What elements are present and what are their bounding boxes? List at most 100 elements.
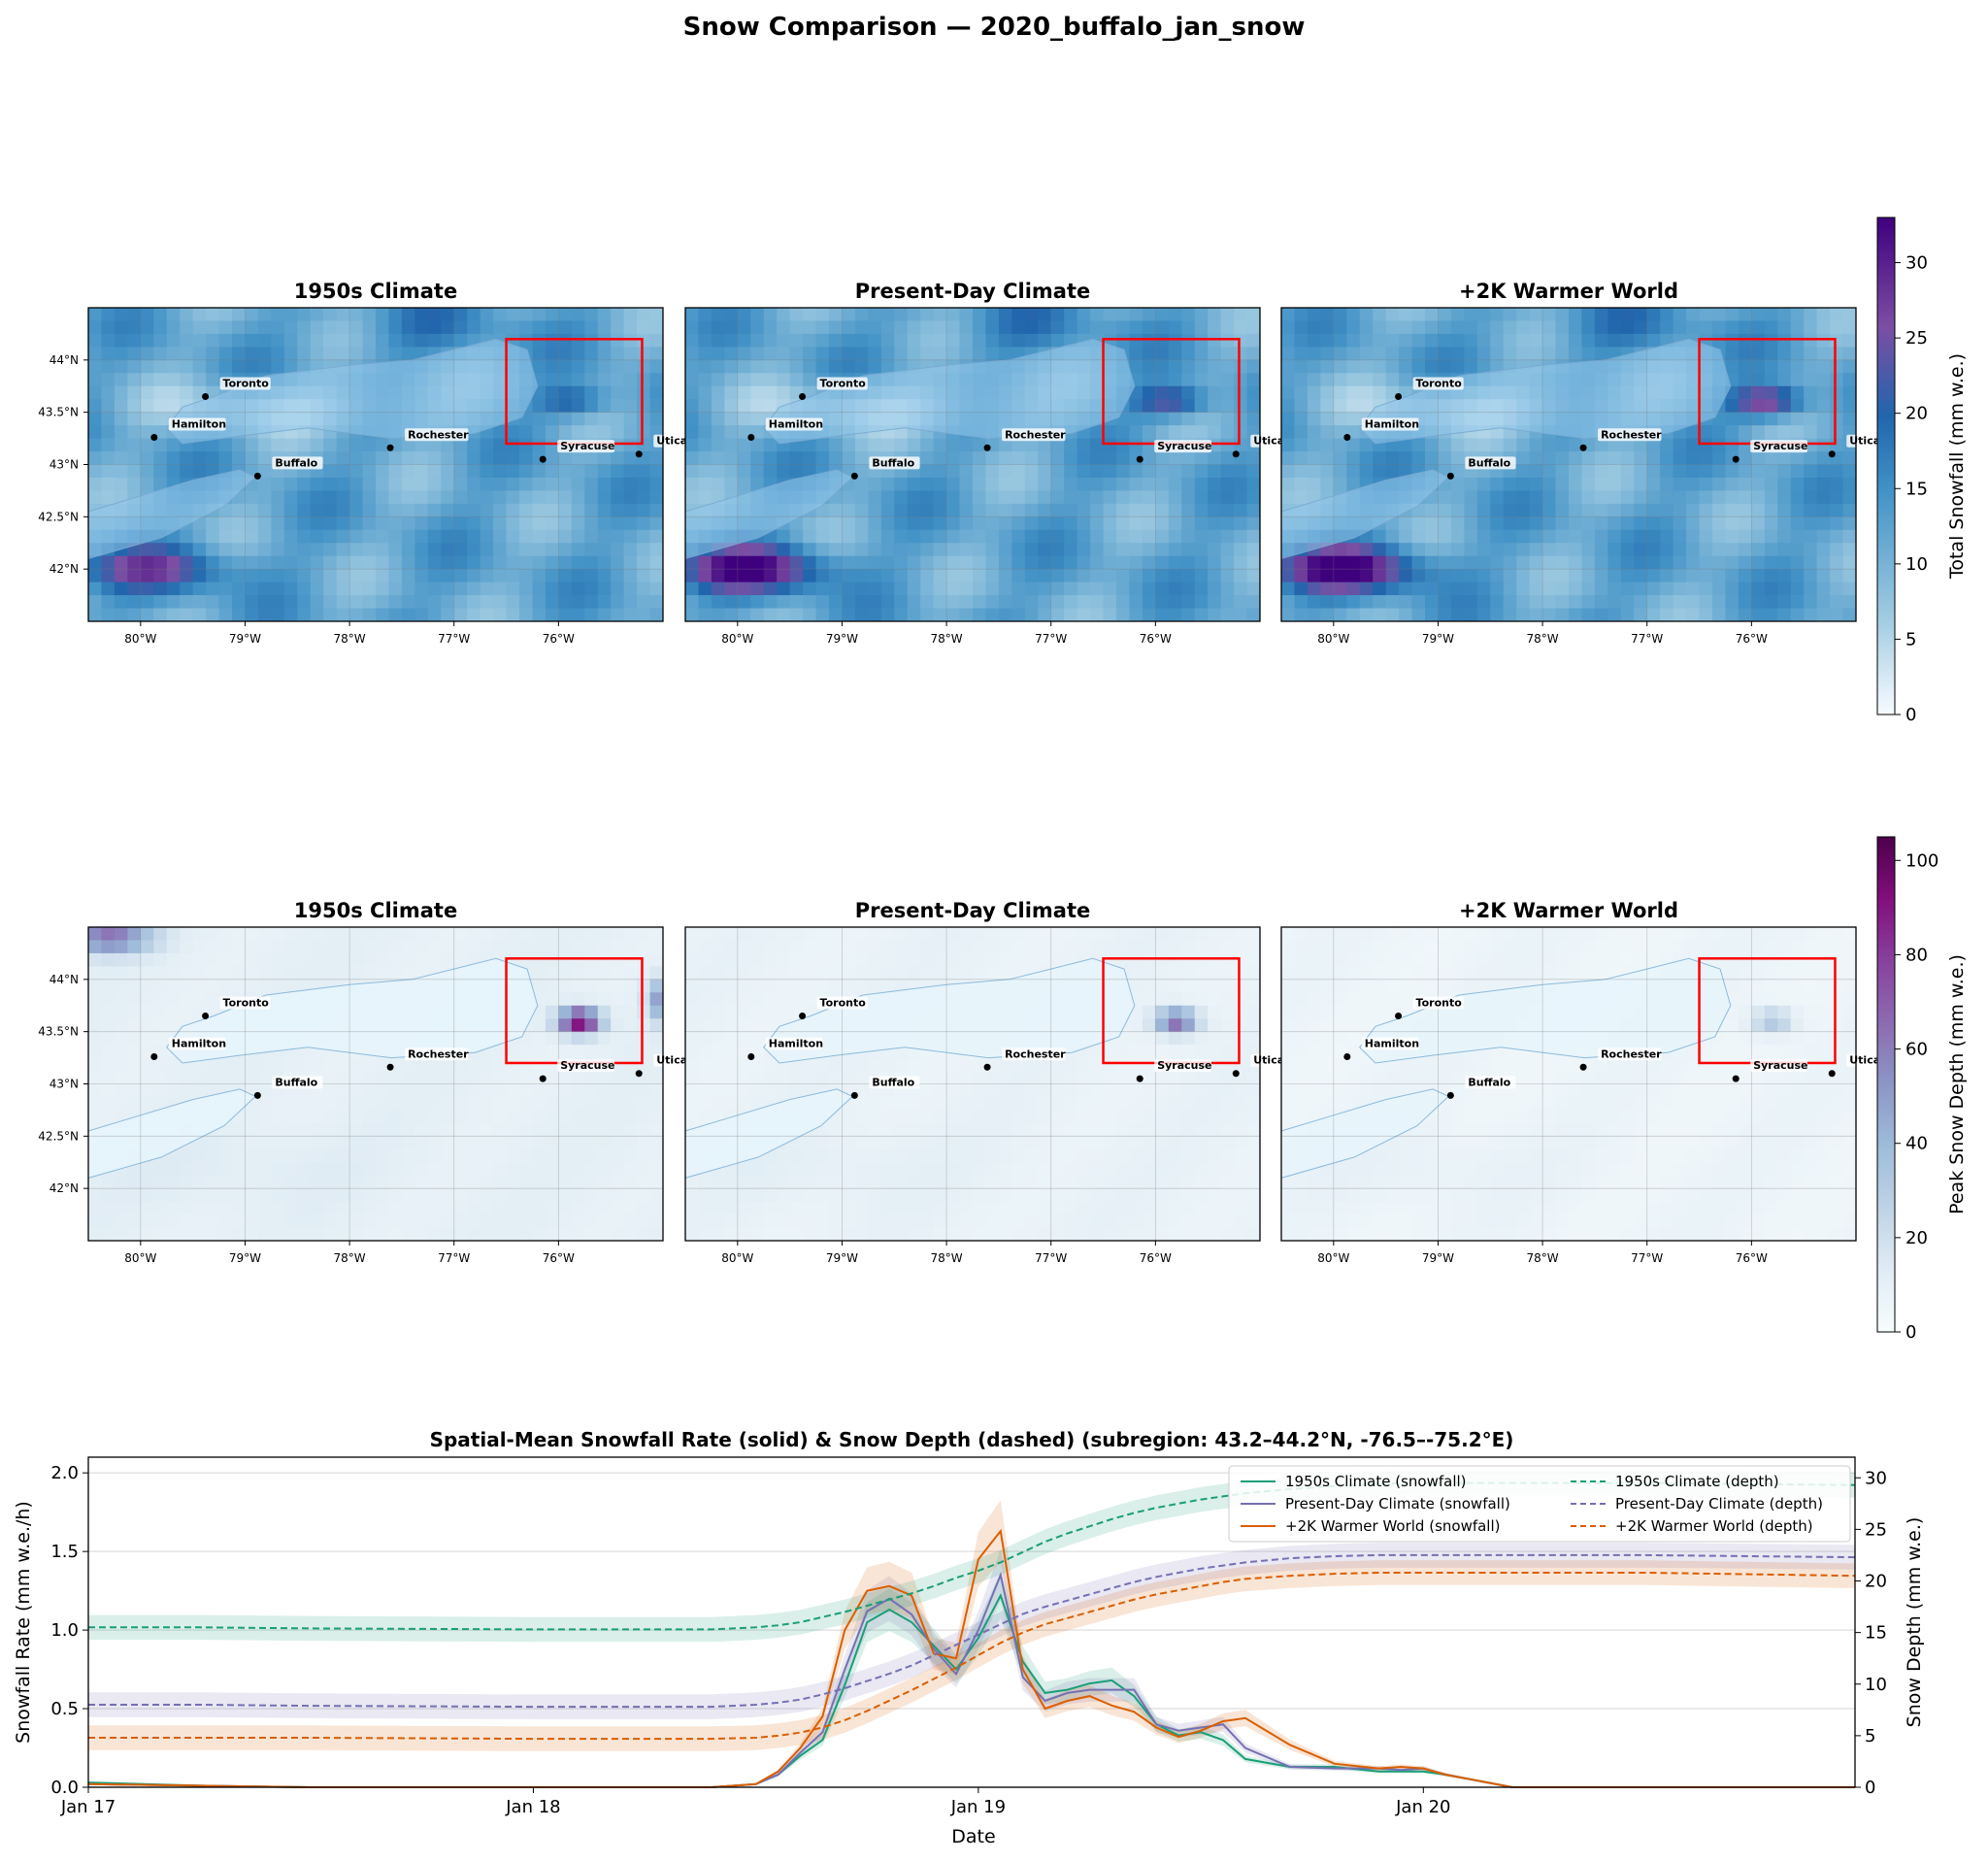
map-grid-cell [1294, 490, 1309, 505]
map-grid-cell [1594, 529, 1608, 544]
map-grid-cell [685, 1005, 700, 1019]
map-grid-cell [1038, 529, 1052, 544]
map-grid-cell [789, 569, 804, 583]
map-grid-cell [750, 359, 765, 374]
map-grid-cell [310, 1148, 324, 1163]
map-grid-cell [1673, 595, 1687, 610]
map-grid-cell [232, 608, 247, 621]
map-grid-cell [1804, 464, 1818, 479]
map-grid-cell [894, 1057, 909, 1072]
map-grid-cell [414, 1227, 429, 1241]
map-grid-cell [1208, 412, 1222, 426]
map-grid-cell [558, 992, 573, 1007]
map-grid-cell [637, 1110, 651, 1124]
map-grid-cell [597, 308, 612, 322]
map-grid-cell [1077, 516, 1091, 531]
map-grid-cell [724, 477, 739, 492]
map-grid-cell [1764, 516, 1778, 531]
map-grid-cell [649, 320, 663, 335]
map-grid-cell [724, 464, 739, 479]
map-grid-cell [506, 1071, 520, 1085]
map-grid-cell [1168, 1018, 1182, 1033]
map-grid-cell [532, 333, 547, 348]
map-grid-cell [1411, 516, 1426, 531]
map-grid-cell [763, 569, 778, 583]
map-grid-cell [1220, 940, 1235, 954]
map-grid-cell [1581, 529, 1596, 544]
map-grid-cell [1842, 582, 1856, 596]
map-grid-cell [545, 347, 559, 361]
map-grid-cell [1208, 966, 1222, 981]
map-grid-cell [777, 966, 791, 981]
map-grid-cell [637, 333, 651, 348]
map-grid-cell [1220, 385, 1235, 400]
map-grid-cell [1790, 320, 1805, 335]
map-grid-cell [414, 569, 429, 583]
map-grid-cell [414, 1175, 429, 1189]
map-grid-cell [101, 359, 116, 374]
map-grid-cell [1090, 320, 1105, 335]
map-grid-cell [1346, 347, 1361, 361]
map-grid-cell [506, 608, 520, 621]
map-grid-cell [946, 308, 961, 322]
map-grid-cell [623, 333, 638, 348]
map-grid-cell [480, 320, 494, 335]
map-grid-cell [414, 1096, 429, 1112]
map-grid-cell [206, 966, 220, 981]
map-grid-cell [1155, 543, 1170, 557]
map-grid-cell [506, 555, 520, 570]
city-label-bg [1154, 440, 1212, 453]
map-grid-cell [297, 503, 312, 517]
map-grid-cell [401, 503, 415, 517]
map-grid-cell [245, 1057, 259, 1072]
map-grid-cell [1246, 1071, 1260, 1085]
map-grid-cell [1208, 992, 1222, 1007]
map-grid-cell [789, 320, 804, 335]
map-grid-cell [1399, 516, 1413, 531]
map-grid-cell [763, 373, 778, 387]
map-grid-cell [1155, 608, 1170, 621]
map-grid-cell [206, 516, 220, 531]
map-grid-cell [88, 1214, 103, 1229]
map-grid-cell [803, 927, 817, 942]
map-grid-cell [868, 477, 882, 492]
map-grid-cell [803, 979, 817, 993]
map-grid-cell [803, 516, 817, 531]
map-grid-cell [493, 1162, 508, 1177]
map-grid-cell [349, 569, 364, 583]
map-grid-cell [283, 966, 298, 981]
map-grid-cell [1320, 438, 1335, 452]
map-grid-cell [1220, 582, 1235, 596]
map-grid-cell [453, 1214, 468, 1229]
map-grid-cell [453, 1083, 468, 1098]
map-grid-cell [1346, 477, 1361, 492]
map-grid-cell [842, 940, 856, 954]
map-grid-cell [192, 359, 207, 374]
map-grid-cell [649, 1096, 663, 1112]
map-grid-cell [649, 1175, 663, 1189]
map-grid-cell [789, 308, 804, 322]
map-grid-cell [1307, 477, 1321, 492]
map-grid-cell [427, 608, 442, 621]
map-grid-cell [166, 1057, 181, 1072]
map-grid-cell [1450, 347, 1465, 361]
map-grid-cell [1476, 320, 1491, 335]
map-grid-cell [545, 1083, 559, 1098]
map-grid-cell [711, 412, 725, 426]
map-grid-cell [414, 516, 429, 531]
map-grid-cell [973, 555, 987, 570]
map-grid-cell [192, 582, 207, 596]
map-grid-cell [1725, 608, 1740, 621]
map-grid-cell [777, 608, 791, 621]
map-grid-cell [414, 490, 429, 505]
map-grid-cell [571, 516, 585, 531]
lon-tick-label: 80°W [1317, 632, 1349, 646]
map-grid-cell [127, 1175, 142, 1189]
map-grid-cell [1281, 477, 1296, 492]
map-grid-cell [388, 490, 403, 505]
map-grid-cell [218, 608, 233, 621]
map-grid-cell [1038, 608, 1052, 621]
map-grid-cell [532, 940, 547, 954]
map-grid-cell [1620, 333, 1635, 348]
map-grid-cell [985, 464, 1000, 479]
